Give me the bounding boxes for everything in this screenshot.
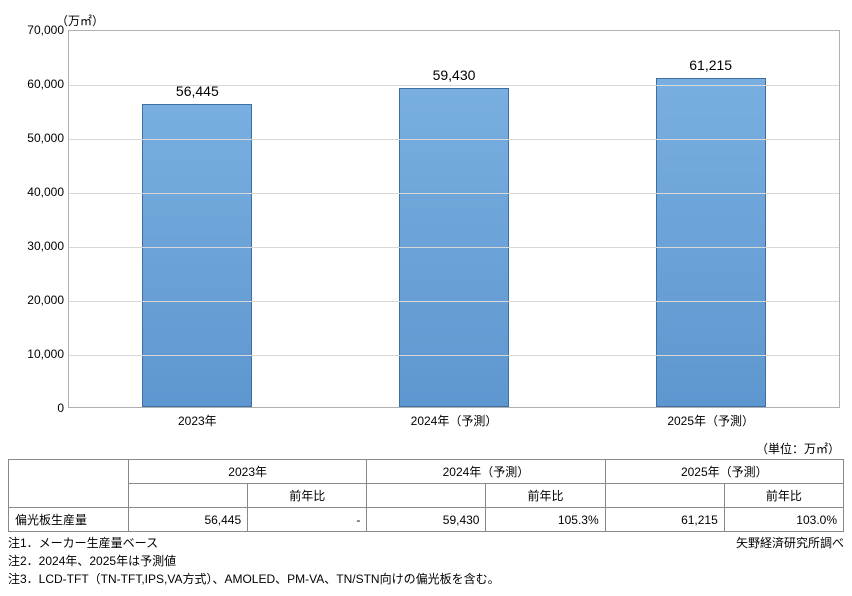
gridline — [69, 193, 839, 194]
gridline — [69, 301, 839, 302]
bar-chart: （万㎡） 56,4452023年59,4302024年（予測）61,215202… — [8, 8, 844, 438]
source-credit: 矢野経済研究所調べ — [736, 534, 844, 588]
gridline — [69, 85, 839, 86]
bar-value-label: 59,430 — [433, 67, 476, 83]
ytick-label: 70,000 — [14, 23, 64, 37]
cell-v2023: 56,445 — [129, 508, 248, 532]
ytick-label: 30,000 — [14, 239, 64, 253]
bar-value-label: 61,215 — [689, 57, 732, 73]
ytick-label: 0 — [14, 401, 64, 415]
bar: 61,215 — [656, 78, 766, 407]
ytick-label: 10,000 — [14, 347, 64, 361]
row-label: 偏光板生産量 — [9, 508, 129, 532]
plot-area: 56,4452023年59,4302024年（予測）61,2152025年（予測… — [68, 30, 840, 408]
yoy-subhead-2024: 前年比 — [486, 484, 605, 508]
ytick-label: 60,000 — [14, 77, 64, 91]
table-unit-label: （単位：万㎡） — [8, 440, 840, 457]
xtick-label: 2025年（予測） — [667, 412, 754, 429]
footnote-2: 注2．2024年、2025年は予測値 — [8, 552, 500, 570]
cell-y2023: - — [248, 508, 367, 532]
xtick-label: 2023年 — [178, 412, 217, 429]
bar-slot: 61,2152025年（予測） — [582, 31, 839, 407]
cell-v2025: 61,215 — [605, 508, 724, 532]
data-table: 2023年 2024年（予測） 2025年（予測） 前年比 前年比 前年比 偏光… — [8, 459, 844, 532]
footnotes: 注1．メーカー生産量ベース 注2．2024年、2025年は予測値 注3．LCD-… — [8, 534, 500, 588]
value-subhead-2024 — [367, 484, 486, 508]
year-header-2025: 2025年（予測） — [605, 460, 843, 484]
yoy-subhead-2025: 前年比 — [724, 484, 843, 508]
ytick-label: 40,000 — [14, 185, 64, 199]
cell-y2024: 105.3% — [486, 508, 605, 532]
ytick-label: 50,000 — [14, 131, 64, 145]
footnote-3: 注3．LCD-TFT（TN-TFT,IPS,VA方式）、AMOLED、PM-VA… — [8, 570, 500, 588]
footer: 注1．メーカー生産量ベース 注2．2024年、2025年は予測値 注3．LCD-… — [8, 534, 844, 588]
cell-y2025: 103.0% — [724, 508, 843, 532]
bar-slot: 59,4302024年（予測） — [326, 31, 583, 407]
gridline — [69, 247, 839, 248]
bar-slot: 56,4452023年 — [69, 31, 326, 407]
footnote-1: 注1．メーカー生産量ベース — [8, 534, 500, 552]
value-subhead-2025 — [605, 484, 724, 508]
value-subhead-2023 — [129, 484, 248, 508]
bar: 56,445 — [142, 104, 252, 407]
gridline — [69, 139, 839, 140]
table-corner — [9, 460, 129, 508]
yoy-subhead-2023: 前年比 — [248, 484, 367, 508]
xtick-label: 2024年（予測） — [411, 412, 498, 429]
year-header-2023: 2023年 — [129, 460, 367, 484]
ytick-label: 20,000 — [14, 293, 64, 307]
year-header-2024: 2024年（予測） — [367, 460, 605, 484]
gridline — [69, 355, 839, 356]
cell-v2024: 59,430 — [367, 508, 486, 532]
